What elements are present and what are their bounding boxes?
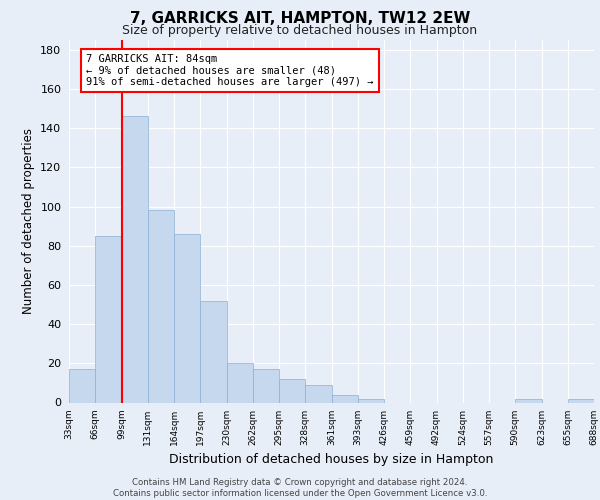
Text: 7, GARRICKS AIT, HAMPTON, TW12 2EW: 7, GARRICKS AIT, HAMPTON, TW12 2EW (130, 11, 470, 26)
Bar (148, 210, 174, 402)
Bar (515, 398, 542, 402)
Text: 7 GARRICKS AIT: 84sqm
← 9% of detached houses are smaller (48)
91% of semi-detac: 7 GARRICKS AIT: 84sqm ← 9% of detached h… (86, 54, 374, 87)
X-axis label: Distribution of detached houses by size in Hampton: Distribution of detached houses by size … (169, 454, 494, 466)
Bar (227, 364, 253, 403)
Bar (568, 398, 594, 402)
Text: Size of property relative to detached houses in Hampton: Size of property relative to detached ho… (122, 24, 478, 37)
Bar (69, 369, 95, 402)
Bar (305, 385, 331, 402)
Bar (200, 300, 227, 402)
Y-axis label: Number of detached properties: Number of detached properties (22, 128, 35, 314)
Bar (174, 234, 200, 402)
Bar (253, 369, 279, 402)
Bar (279, 379, 305, 402)
Text: Contains HM Land Registry data © Crown copyright and database right 2024.
Contai: Contains HM Land Registry data © Crown c… (113, 478, 487, 498)
Bar (358, 398, 384, 402)
Bar (331, 394, 358, 402)
Bar (121, 116, 148, 403)
Bar (95, 236, 121, 402)
